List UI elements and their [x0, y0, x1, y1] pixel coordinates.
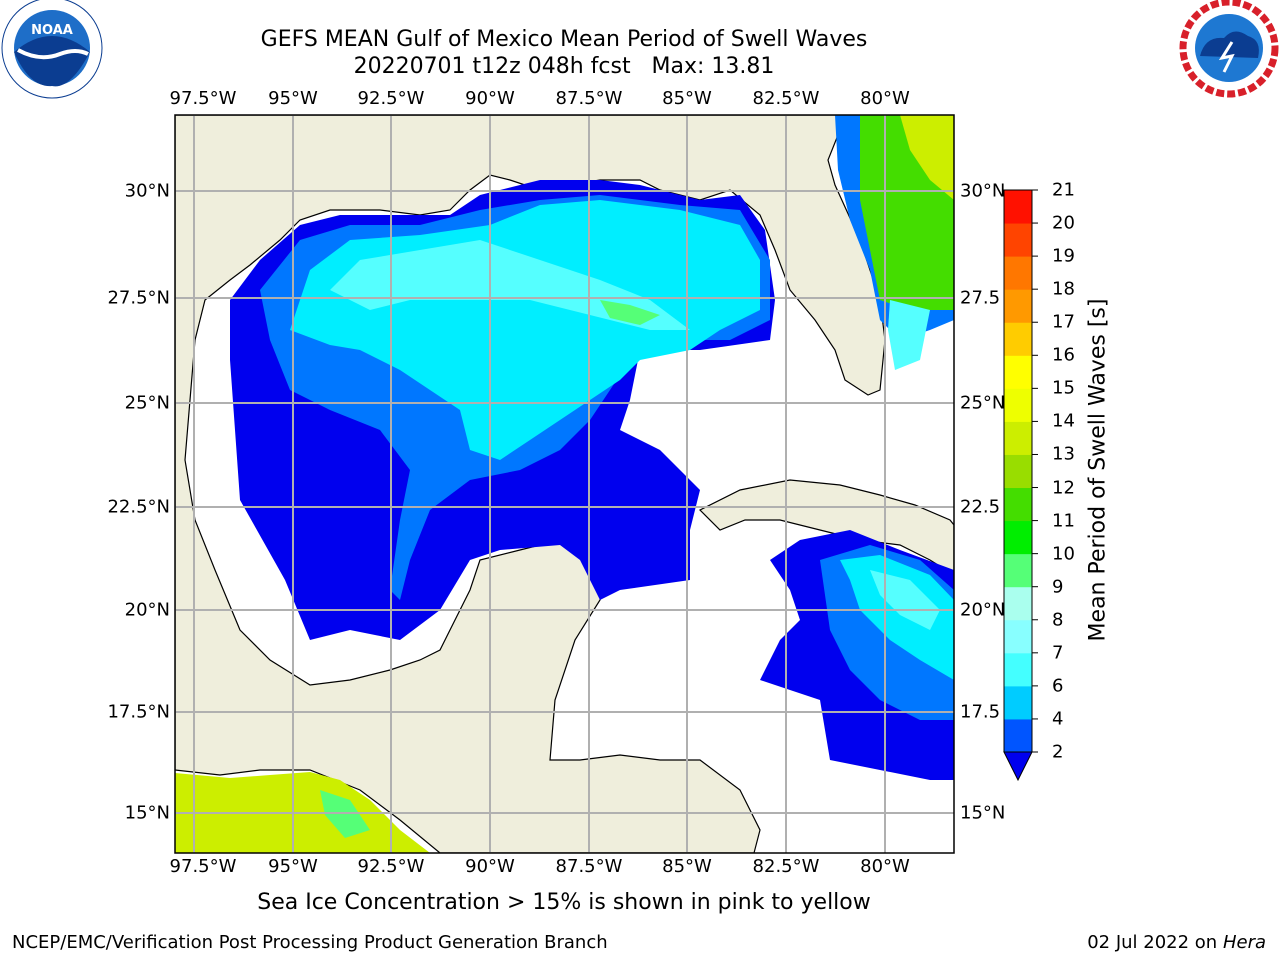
colorbar-level-21: 21 [1052, 179, 1075, 201]
credit-text: NCEP/EMC/Verification Post Processing Pr… [12, 932, 608, 953]
colorbar-segment [1004, 355, 1032, 389]
lon-label-bottom-1: 95°W [268, 856, 318, 877]
map-area [175, 115, 954, 853]
colorbar-segment [1004, 586, 1032, 621]
colorbar-level-9: 9 [1052, 576, 1064, 598]
map-subtitle-forecast: 20220701 t12z 048h fcst Max: 13.81 [353, 54, 775, 79]
sea-ice-note: Sea Ice Concentration > 15% is shown in … [257, 890, 871, 915]
colorbar-level-14: 14 [1052, 410, 1075, 432]
lat-label-left-4: 20°N [124, 599, 170, 621]
colorbar-segment [1004, 223, 1032, 257]
lon-label-top-2: 92.5°W [357, 88, 425, 109]
lon-label-top-3: 90°W [465, 88, 515, 109]
colorbar-level-12: 12 [1052, 477, 1075, 499]
colorbar-segment [1004, 256, 1032, 290]
lon-label-bottom-0: 97.5°W [169, 856, 237, 877]
colorbar-level-15: 15 [1052, 377, 1075, 399]
lon-label-bottom-4: 87.5°W [555, 856, 623, 877]
colorbar-segment [1004, 685, 1032, 720]
colorbar-segment [1004, 718, 1032, 753]
lon-label-bottom-3: 90°W [465, 856, 515, 877]
colorbar [1003, 189, 1038, 782]
noaa-logo: NOAA [1, 0, 103, 99]
colorbar-level-2: 2 [1052, 741, 1064, 763]
lat-label-right-6: 15°N [960, 802, 1006, 824]
colorbar-level-10: 10 [1052, 543, 1075, 565]
lat-label-right-5: 17.5 [960, 701, 1001, 723]
colorbar-level-6: 6 [1052, 675, 1064, 697]
lat-label-left-6: 15°N [124, 802, 170, 824]
machine-name: Hera [1222, 932, 1266, 953]
colorbar-level-7: 7 [1052, 642, 1064, 664]
lat-label-right-1: 27.5 [960, 287, 1001, 309]
map-grid [175, 115, 954, 853]
swell-field [175, 115, 954, 853]
colorbar-segment [1004, 520, 1032, 555]
lon-label-top-4: 87.5°W [555, 88, 623, 109]
colorbar-frame [1003, 189, 1033, 753]
colorbar-title: Mean Period of Swell Waves [s] [1085, 298, 1111, 642]
colorbar-segment [1004, 454, 1032, 489]
lat-label-left-0: 30°N [124, 180, 170, 202]
colorbar-level-19: 19 [1052, 245, 1075, 267]
colorbar-level-11: 11 [1052, 510, 1075, 532]
lat-label-left-2: 25°N [124, 392, 170, 414]
colorbar-segment [1004, 289, 1032, 323]
lat-label-left-5: 17.5°N [107, 701, 170, 723]
nws-logo [1179, 0, 1279, 98]
map-title: GEFS MEAN Gulf of Mexico Mean Period of … [260, 27, 868, 52]
lat-label-right-2: 25°N [960, 392, 1006, 414]
colorbar-level-20: 20 [1052, 212, 1075, 234]
colorbar-level-18: 18 [1052, 278, 1075, 300]
colorbar-extend-arrow [1003, 751, 1033, 782]
colorbar-level-16: 16 [1052, 344, 1075, 366]
lat-label-left-1: 27.5°N [107, 287, 170, 309]
colorbar-segment [1004, 487, 1032, 522]
lon-label-top-6: 82.5°W [752, 88, 820, 109]
colorbar-level-8: 8 [1052, 609, 1064, 631]
colorbar-segment [1004, 553, 1032, 588]
lon-label-bottom-5: 85°W [662, 856, 712, 877]
lat-label-right-4: 20°N [960, 599, 1006, 621]
lat-label-left-3: 22.5°N [107, 496, 170, 518]
date-value: 02 Jul 2022 on [1087, 932, 1218, 953]
colorbar-segment [1004, 388, 1032, 422]
lon-label-top-7: 80°W [860, 88, 910, 109]
lat-label-right-0: 30°N [960, 180, 1006, 202]
lon-label-top-0: 97.5°W [169, 88, 237, 109]
lon-label-bottom-6: 82.5°W [752, 856, 820, 877]
colorbar-level-4: 4 [1052, 708, 1064, 730]
lon-label-top-1: 95°W [268, 88, 318, 109]
colorbar-level-17: 17 [1052, 311, 1075, 333]
colorbar-segment [1004, 652, 1032, 687]
lon-label-top-5: 85°W [662, 88, 712, 109]
lon-label-bottom-2: 92.5°W [357, 856, 425, 877]
noaa-logo-text: NOAA [31, 23, 73, 38]
colorbar-segment [1004, 619, 1032, 654]
map-frame [174, 114, 955, 854]
colorbar-segment [1004, 421, 1032, 455]
colorbar-segment [1004, 322, 1032, 356]
date-text: 02 Jul 2022 on Hera [1087, 932, 1266, 953]
colorbar-level-13: 13 [1052, 443, 1075, 465]
lat-label-right-3: 22.5 [960, 496, 1001, 518]
colorbar-segment [1004, 190, 1032, 224]
lon-label-bottom-7: 80°W [860, 856, 910, 877]
